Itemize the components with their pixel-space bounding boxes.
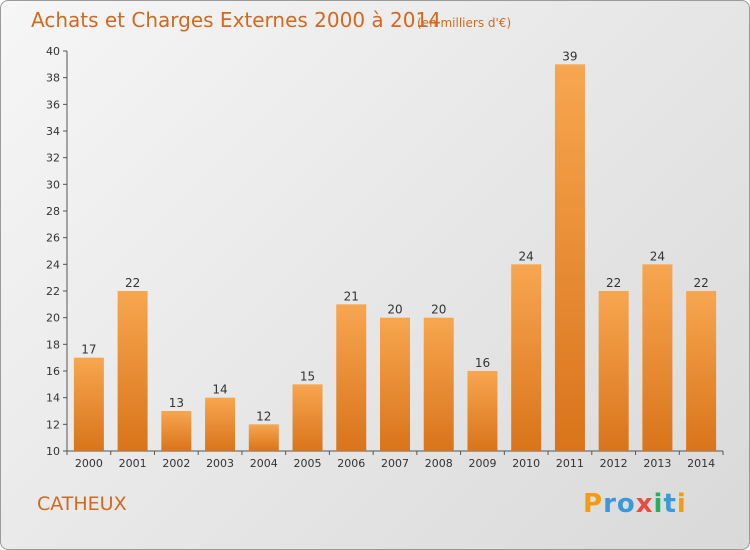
bar bbox=[511, 264, 542, 451]
y-tick-label: 20 bbox=[46, 312, 60, 325]
y-tick-label: 22 bbox=[46, 285, 60, 298]
value-label: 12 bbox=[256, 409, 271, 423]
chart-subtitle: (en milliers d'€) bbox=[417, 16, 511, 30]
logo-letter: r bbox=[603, 489, 617, 519]
y-tick-label: 32 bbox=[46, 152, 60, 165]
x-tick-label: 2008 bbox=[425, 457, 453, 470]
value-label: 20 bbox=[387, 303, 402, 317]
y-tick-label: 12 bbox=[46, 418, 60, 431]
bar bbox=[598, 291, 629, 451]
x-tick-label: 2003 bbox=[206, 457, 234, 470]
value-label: 22 bbox=[693, 276, 708, 290]
y-tick-label: 40 bbox=[46, 45, 60, 58]
proxiti-logo: Proxiti bbox=[583, 489, 687, 519]
value-labels: 17 22 13 14 12 15 21 20 20 16 24 39 22 24 22 bbox=[81, 49, 709, 423]
x-tick-label: 2002 bbox=[162, 457, 190, 470]
bar bbox=[292, 384, 323, 451]
y-tick-label: 30 bbox=[46, 178, 60, 191]
bar bbox=[642, 264, 673, 451]
bar bbox=[205, 397, 236, 451]
x-tick-label: 2001 bbox=[119, 457, 147, 470]
y-tick-labels: 10 12 14 16 18 20 22 24 26 28 30 32 34 36 38 40 bbox=[46, 45, 60, 458]
x-tick-label: 2013 bbox=[643, 457, 671, 470]
value-label: 17 bbox=[81, 343, 96, 357]
logo-letter: i bbox=[653, 489, 664, 519]
value-label: 24 bbox=[650, 249, 665, 263]
y-tick-label: 26 bbox=[46, 232, 60, 245]
y-tick-label: 36 bbox=[46, 98, 60, 111]
logo-letter: o bbox=[616, 489, 636, 519]
x-tick-label: 2010 bbox=[512, 457, 540, 470]
x-tick-label: 2007 bbox=[381, 457, 409, 470]
value-label: 21 bbox=[344, 289, 359, 303]
value-label: 22 bbox=[125, 276, 140, 290]
y-tick-label: 28 bbox=[46, 205, 60, 218]
bar bbox=[161, 411, 192, 451]
value-label: 14 bbox=[212, 383, 227, 397]
bar bbox=[467, 371, 498, 451]
y-tick-label: 24 bbox=[46, 258, 60, 271]
logo-letter: i bbox=[676, 489, 687, 519]
x-tick-label: 2004 bbox=[250, 457, 278, 470]
x-tick-label: 2011 bbox=[556, 457, 584, 470]
bar bbox=[117, 291, 148, 451]
logo-letter: t bbox=[663, 489, 677, 519]
x-tick-label: 2005 bbox=[294, 457, 322, 470]
x-tick-label: 2000 bbox=[75, 457, 103, 470]
bar bbox=[423, 317, 454, 451]
value-label: 15 bbox=[300, 369, 315, 383]
value-label: 39 bbox=[562, 49, 577, 63]
value-label: 13 bbox=[169, 396, 184, 410]
y-tick-label: 10 bbox=[46, 445, 60, 458]
logo-letter: x bbox=[635, 489, 654, 519]
y-tick-label: 34 bbox=[46, 125, 60, 138]
bar bbox=[336, 304, 367, 451]
bar bbox=[248, 424, 279, 451]
value-label: 16 bbox=[475, 356, 490, 370]
logo-letter: P bbox=[583, 489, 604, 519]
bar bbox=[686, 291, 717, 451]
y-tick-label: 38 bbox=[46, 72, 60, 85]
chart-title: Achats et Charges Externes 2000 à 2014 bbox=[31, 8, 441, 32]
x-tick-label: 2009 bbox=[468, 457, 496, 470]
bar bbox=[554, 64, 585, 452]
value-label: 24 bbox=[519, 249, 534, 263]
bar bbox=[380, 317, 410, 451]
bar bbox=[73, 357, 104, 451]
value-label: 20 bbox=[431, 303, 446, 317]
y-tick-label: 16 bbox=[46, 365, 60, 378]
place-name: CATHEUX bbox=[37, 493, 127, 515]
x-tick-label: 2006 bbox=[337, 457, 365, 470]
x-tick-label: 2014 bbox=[687, 457, 715, 470]
y-tick-label: 18 bbox=[46, 338, 60, 351]
bars bbox=[73, 64, 717, 452]
value-label: 22 bbox=[606, 276, 621, 290]
y-tick-label: 14 bbox=[46, 392, 60, 405]
x-tick-label: 2012 bbox=[600, 457, 628, 470]
x-tick-labels: 2000 2001 2002 2003 2004 2005 2006 2007 2008 2009… bbox=[75, 457, 715, 470]
